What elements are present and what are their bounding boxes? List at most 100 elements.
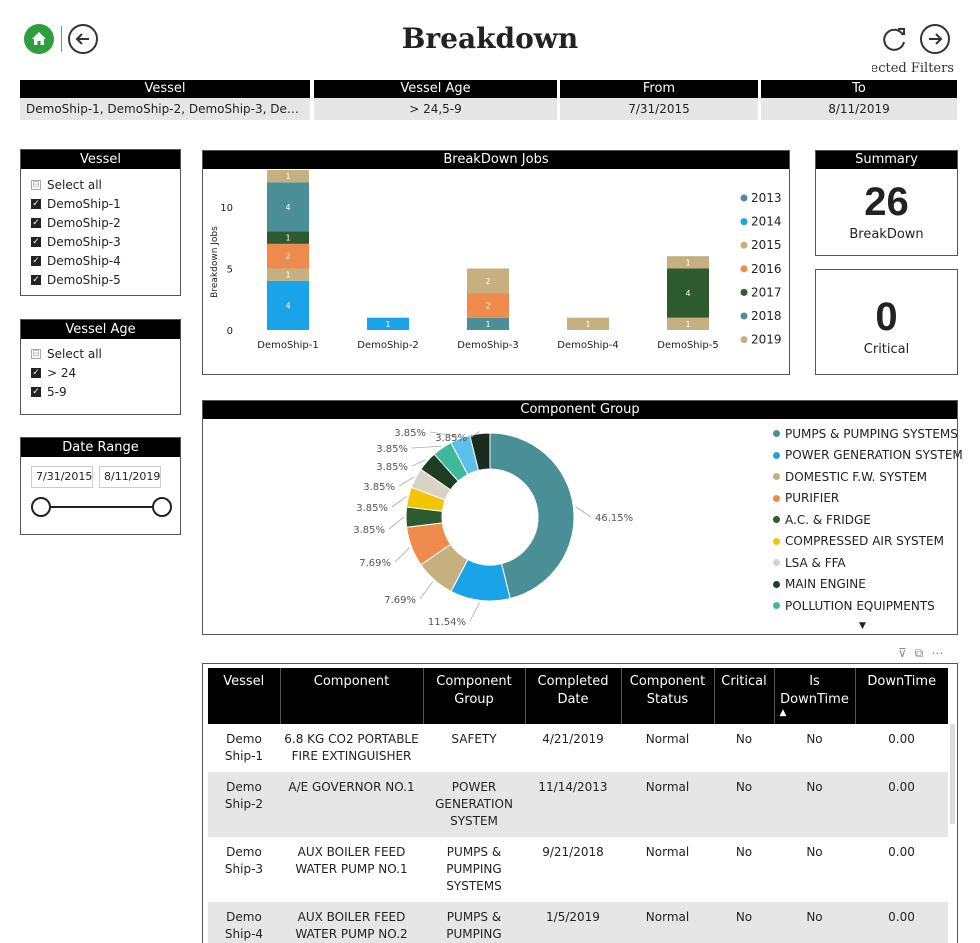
- slider-handle-start[interactable]: [31, 497, 51, 517]
- column-header-sorted[interactable]: Is DownTime ▲: [774, 668, 856, 724]
- legend-label: A.C. & FRIDGE: [785, 512, 871, 527]
- donut-chart-svg: 46.15% 11.54% 7.69% 7.69% 3.85% 3.85% 3.85% 3.8…: [353, 428, 633, 628]
- legend-label: 2018: [751, 309, 782, 323]
- filter-label: To: [761, 80, 957, 98]
- filter-value: 7/31/2015: [560, 98, 758, 120]
- y-tick-label: 5: [227, 264, 233, 275]
- legend-label: 2016: [751, 262, 782, 276]
- legend-label: PUMPS & PUMPING SYSTEMS: [785, 426, 958, 441]
- leader-line: [394, 547, 410, 563]
- vessel-option[interactable]: ✓ DemoShip-2: [21, 213, 180, 232]
- column-header[interactable]: Component Group: [423, 668, 526, 724]
- check-icon: ✓: [31, 236, 41, 247]
- bar-data-label: 1: [385, 320, 390, 329]
- vessel-option[interactable]: ✓ DemoShip-1: [21, 194, 180, 213]
- table-cell: No: [714, 902, 774, 943]
- slice-data-label: 3.85%: [363, 482, 395, 493]
- x-tick-label: DemoShip-5: [657, 340, 719, 351]
- filter-icon[interactable]: ⊽: [898, 646, 907, 660]
- column-header[interactable]: Component: [280, 668, 424, 724]
- filter-label: Vessel: [20, 80, 310, 98]
- arrow-left-icon: [75, 33, 89, 45]
- forward-button[interactable]: [920, 24, 950, 54]
- table-cell: 6.8 KG CO2 PORTABLE FIRE EXTINGUISHER: [284, 732, 419, 763]
- table-cell: No: [735, 845, 753, 859]
- table-cell: 4/21/2019: [542, 732, 604, 746]
- select-all-checkbox[interactable]: ⊟ Select all: [21, 344, 180, 363]
- back-button[interactable]: [68, 24, 98, 54]
- column-header[interactable]: DownTime: [855, 668, 948, 724]
- refresh-button[interactable]: [880, 24, 910, 54]
- table-cell: PUMPS & PUMPING SYSTEMS: [423, 902, 525, 943]
- filter-vessel: Vessel DemoShip-1, DemoShip-2, DemoShip-…: [20, 80, 310, 120]
- legend-item: POLLUTION EQUIPMENTS: [773, 595, 963, 617]
- bar-data-label: 1: [485, 320, 490, 329]
- slider-handle-end[interactable]: [152, 497, 172, 517]
- focus-mode-icon[interactable]: ⧉: [914, 646, 924, 660]
- table-cell: Demo Ship-2: [208, 772, 280, 837]
- bar-data-label: 1: [285, 271, 290, 280]
- more-options-icon[interactable]: ⋯: [931, 646, 944, 660]
- start-date-input[interactable]: 7/31/2015: [31, 466, 93, 488]
- legend-item: A.C. & FRIDGE: [773, 509, 963, 531]
- vessel-age-option[interactable]: ✓ 5-9: [21, 382, 180, 401]
- table-cell: No: [806, 845, 823, 859]
- column-header[interactable]: Completed Date: [525, 668, 622, 724]
- column-header[interactable]: Vessel: [208, 668, 281, 724]
- home-button[interactable]: [24, 24, 54, 54]
- table-cell: 11/14/2013: [525, 772, 621, 837]
- vessel-option[interactable]: ✓ DemoShip-5: [21, 270, 180, 289]
- checkbox-label: DemoShip-4: [47, 253, 121, 268]
- slice-data-label: 7.69%: [359, 558, 391, 569]
- slice-data-label: 3.85%: [376, 462, 408, 473]
- slice-data-label: 11.54%: [428, 617, 466, 628]
- legend-dot: [773, 602, 780, 610]
- legend-scroll-down-icon[interactable]: ▼: [859, 621, 866, 631]
- legend-dot: [740, 312, 748, 320]
- legend-label: 2014: [751, 215, 782, 229]
- leader-line: [391, 496, 407, 508]
- vessel-option[interactable]: ✓ DemoShip-4: [21, 251, 180, 270]
- critical-count: 0: [875, 295, 898, 339]
- table-row[interactable]: Demo Ship-3 AUX BOILER FEED WATER PUMP NO…: [208, 837, 948, 902]
- table-row[interactable]: Demo Ship-1 6.8 KG CO2 PORTABLE FIRE EXTI…: [208, 724, 948, 772]
- sort-ascending-icon: ▲: [779, 708, 787, 718]
- check-icon: ✓: [31, 386, 41, 397]
- checkbox-label: DemoShip-3: [47, 234, 121, 249]
- bar-data-label: 1: [585, 320, 590, 329]
- x-tick-label: DemoShip-2: [357, 340, 419, 351]
- bar-data-label: 2: [485, 277, 490, 286]
- critical-card: 0 Critical: [815, 269, 958, 375]
- table-cell: Normal: [621, 772, 714, 837]
- leader-line: [398, 476, 415, 487]
- column-header[interactable]: Critical: [714, 668, 775, 724]
- table-header-row: Vessel Component Component Group Complet…: [208, 668, 948, 724]
- breakdown-jobs-chart: BreakDown Jobs Breakdown Jobs 0 5 10 4 1 2 1 4 1 D…: [202, 150, 790, 375]
- vessel-option[interactable]: ✓ DemoShip-3: [21, 232, 180, 251]
- legend-label: LSA & FFA: [785, 555, 846, 570]
- bar-segment: [667, 268, 709, 318]
- slice-data-label: 7.69%: [384, 595, 416, 606]
- bar-segment: [267, 243, 309, 269]
- table-row[interactable]: Demo Ship-2 A/E GOVERNOR NO.1 POWER GENERA…: [208, 772, 948, 837]
- bar-data-label: 4: [285, 301, 290, 310]
- table-scrollbar[interactable]: [950, 724, 955, 824]
- filter-to: To 8/11/2019: [761, 80, 957, 120]
- checkbox-icon: ⊟: [31, 348, 41, 359]
- table-cell: AUX BOILER FEED WATER PUMP NO.1: [295, 845, 408, 876]
- table-row[interactable]: Demo Ship-4 AUX BOILER FEED WATER PUMP NO…: [208, 902, 948, 943]
- legend-label: POWER GENERATION SYSTEM: [785, 448, 963, 463]
- divider: [61, 26, 62, 52]
- bar-data-label: 2: [285, 252, 290, 261]
- select-all-checkbox[interactable]: ⊟ Select all: [21, 175, 180, 194]
- column-header[interactable]: Component Status: [621, 668, 715, 724]
- legend-item: MAIN ENGINE: [773, 574, 963, 596]
- end-date-input[interactable]: 8/11/2019: [99, 466, 161, 488]
- vessel-age-option[interactable]: ✓ > 24: [21, 363, 180, 382]
- bar-data-label: 2: [485, 301, 490, 310]
- legend-dot: [740, 194, 748, 202]
- table-cell: 0.00: [888, 845, 915, 859]
- legend-dot: [773, 537, 780, 545]
- filter-value: 8/11/2019: [761, 98, 957, 120]
- table-cell: 0.00: [888, 732, 915, 746]
